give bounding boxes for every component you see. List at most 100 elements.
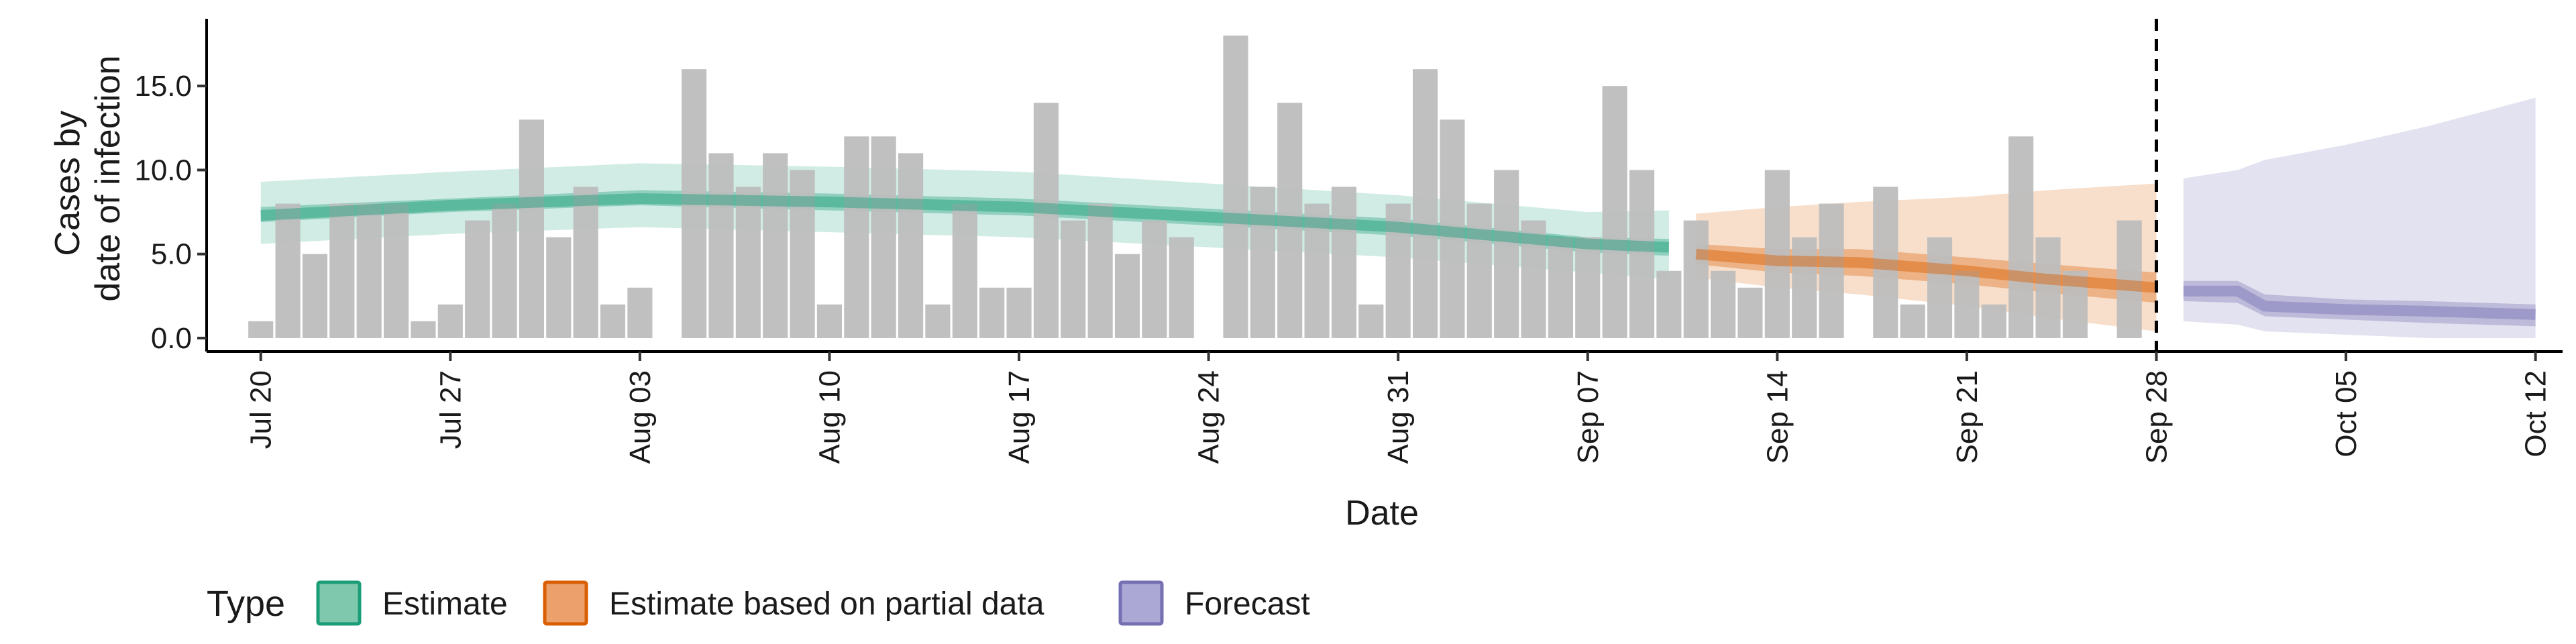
- x-tick-label: Oct 05: [2330, 370, 2363, 458]
- median-lines-layer: [260, 193, 2536, 320]
- case-bar: [1548, 237, 1573, 338]
- y-tick-label: 10.0: [134, 154, 192, 186]
- case-bar: [1575, 237, 1601, 338]
- case-bar: [1602, 86, 1627, 338]
- case-bar: [1927, 237, 1953, 338]
- case-bar: [1142, 220, 1167, 338]
- case-bar: [384, 203, 409, 338]
- case-bar: [1358, 304, 1384, 338]
- case-bar: [1521, 220, 1546, 338]
- case-bar: [1304, 203, 1330, 338]
- x-tick-label: Sep 21: [1951, 370, 1984, 464]
- case-bar: [519, 119, 544, 338]
- case-bar: [816, 304, 843, 338]
- case-bar: [2116, 220, 2142, 338]
- case-bar: [1629, 170, 1655, 338]
- x-tick-label: Oct 12: [2520, 370, 2553, 458]
- case-bar: [600, 304, 626, 338]
- case-bar: [1006, 287, 1032, 338]
- case-bar: [2035, 237, 2061, 338]
- case-bar: [952, 203, 977, 338]
- case-bar: [925, 304, 951, 338]
- bars-layer: [248, 36, 2142, 338]
- case-bar: [844, 136, 869, 338]
- case-bar: [356, 203, 382, 338]
- case-bar: [411, 321, 436, 338]
- case-bar: [708, 153, 734, 338]
- case-bar: [735, 186, 761, 338]
- case-bar: [546, 237, 572, 338]
- y-axis-title-line-1: Cases by: [48, 111, 87, 256]
- x-tick-label: Aug 24: [1193, 370, 1226, 464]
- case-bar: [682, 69, 707, 338]
- y-axis-title-line-2: date of infection: [89, 55, 127, 301]
- case-bar: [1792, 237, 1817, 338]
- x-tick-label: Aug 17: [1003, 370, 1036, 464]
- case-bar: [1764, 170, 1790, 338]
- case-bar: [1466, 203, 1492, 338]
- case-bar: [871, 136, 896, 338]
- y-tick-label: 0.0: [151, 322, 192, 355]
- case-bar: [1087, 203, 1113, 338]
- case-bar: [1683, 220, 1709, 338]
- y-tick-label: 15.0: [134, 70, 192, 103]
- case-bar: [573, 186, 598, 338]
- case-bar: [979, 287, 1005, 338]
- case-bar: [1900, 304, 1925, 338]
- case-bar: [248, 321, 274, 338]
- x-tick-label: Jul 20: [245, 370, 278, 449]
- case-bar: [1819, 203, 1844, 338]
- legend-key-forecast: [1118, 580, 1164, 626]
- case-bar: [1981, 304, 2006, 338]
- y-tick-label: 5.0: [151, 238, 192, 271]
- median-line-estimate-based-on-partial-data: [1695, 248, 2157, 293]
- x-tick-label: Jul 27: [434, 370, 467, 449]
- case-bar: [1711, 270, 1736, 338]
- x-tick-label: Aug 10: [813, 370, 846, 464]
- case-bar: [329, 203, 355, 338]
- case-bar: [302, 254, 328, 338]
- case-bar: [1277, 103, 1303, 338]
- case-bar: [1114, 254, 1140, 338]
- case-bar: [1385, 203, 1411, 338]
- case-bar: [465, 220, 490, 338]
- x-tick-label: Sep 14: [1761, 370, 1794, 464]
- case-bar: [627, 287, 653, 338]
- legend-key-estimate: [316, 580, 362, 626]
- x-tick-label: Aug 31: [1382, 370, 1415, 464]
- case-bar: [1873, 186, 1898, 338]
- case-bar: [1954, 270, 1980, 338]
- legend-label-partial: Estimate based on partial data: [609, 586, 1044, 622]
- axes-layer: 0.0 5.0 10.0 15.0 Jul 20 Jul 27 Aug 03 Aug 10 Au…: [134, 19, 2563, 464]
- case-bar: [275, 203, 301, 338]
- x-tick-label: Sep 28: [2140, 370, 2173, 464]
- case-bar: [2062, 270, 2088, 338]
- x-axis-title: Date: [1345, 494, 1419, 533]
- legend-title: Type: [207, 584, 285, 624]
- ribbon-50-forecast: [2183, 280, 2536, 327]
- x-tick-label: Sep 07: [1572, 370, 1605, 464]
- x-tick-label: Aug 03: [624, 370, 657, 464]
- case-bar: [1061, 220, 1086, 338]
- case-bar: [1656, 270, 1682, 338]
- ribbon-90-forecast: [2183, 97, 2536, 338]
- case-bar: [790, 170, 815, 338]
- median-line-estimate: [260, 193, 1670, 253]
- case-bar: [2008, 136, 2034, 338]
- case-bar: [763, 153, 788, 338]
- legend-label-forecast: Forecast: [1185, 586, 1310, 622]
- case-bar: [492, 203, 517, 338]
- case-bar: [1331, 186, 1357, 338]
- y-axis-title: Cases by date of infection: [48, 55, 127, 301]
- legend-key-partial: [543, 580, 588, 626]
- case-bar: [1440, 119, 1465, 338]
- median-line-forecast: [2183, 285, 2536, 320]
- case-bar: [898, 153, 924, 338]
- case-bar: [1033, 103, 1059, 338]
- case-bar: [1412, 69, 1438, 338]
- case-bar: [1494, 170, 1519, 338]
- legend: Type Estimate Estimate based on partial …: [207, 580, 1310, 626]
- case-bar: [437, 304, 463, 338]
- legend-label-estimate: Estimate: [382, 586, 508, 622]
